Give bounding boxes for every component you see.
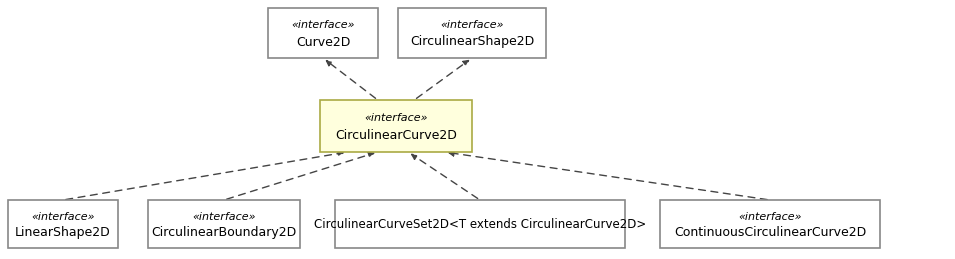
- Text: «interface»: «interface»: [291, 20, 354, 31]
- Text: ContinuousCirculinearCurve2D: ContinuousCirculinearCurve2D: [674, 226, 866, 239]
- Bar: [268, 8, 378, 58]
- Bar: [398, 8, 546, 58]
- Bar: [335, 200, 625, 248]
- Text: Curve2D: Curve2D: [296, 35, 350, 48]
- Text: CirculinearCurve2D: CirculinearCurve2D: [335, 129, 456, 142]
- Text: «interface»: «interface»: [364, 113, 428, 123]
- Text: «interface»: «interface»: [738, 212, 802, 222]
- Bar: [320, 100, 472, 152]
- Bar: [148, 200, 300, 248]
- Text: «interface»: «interface»: [192, 212, 256, 222]
- Text: LinearShape2D: LinearShape2D: [15, 226, 111, 239]
- Text: «interface»: «interface»: [32, 212, 95, 222]
- Bar: [8, 200, 118, 248]
- Text: CirculinearBoundary2D: CirculinearBoundary2D: [152, 226, 297, 239]
- Text: CirculinearCurveSet2D<T extends CirculinearCurve2D>: CirculinearCurveSet2D<T extends Circulin…: [314, 218, 647, 231]
- Bar: [660, 200, 880, 248]
- Text: CirculinearShape2D: CirculinearShape2D: [410, 35, 534, 48]
- Text: «interface»: «interface»: [440, 20, 503, 31]
